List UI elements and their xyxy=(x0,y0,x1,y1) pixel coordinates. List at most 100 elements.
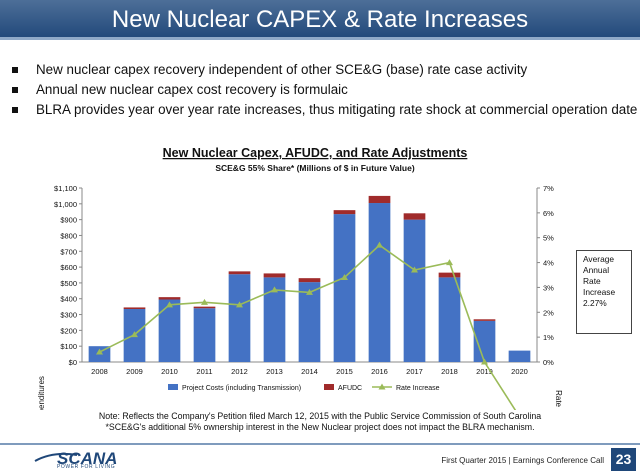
x-tick-label: 2012 xyxy=(231,367,248,376)
point-rate-increase xyxy=(131,331,138,338)
point-rate-increase xyxy=(236,301,243,308)
bar-project-costs xyxy=(158,299,181,362)
footer-text: First Quarter 2015 | Earnings Conference… xyxy=(441,456,604,465)
point-rate-increase xyxy=(306,288,313,295)
x-tick-label: 2018 xyxy=(441,367,458,376)
x-tick-label: 2019 xyxy=(476,367,493,376)
bar-afudc xyxy=(228,271,251,275)
bullet-item: BLRA provides year over year rate increa… xyxy=(10,100,638,120)
y2-tick-label: 4% xyxy=(543,259,554,268)
x-tick-label: 2014 xyxy=(301,367,318,376)
bullet-text: Annual new nuclear capex cost recovery i… xyxy=(36,82,348,97)
legend-label-rate-increase: Rate Increase xyxy=(396,385,440,392)
logo-tagline: POWER FOR LIVING xyxy=(57,464,116,470)
bar-project-costs xyxy=(193,308,216,362)
bullet-square-icon xyxy=(12,107,18,113)
x-tick-label: 2016 xyxy=(371,367,388,376)
bar-afudc xyxy=(123,307,146,310)
average-box-line: Annual xyxy=(583,265,610,275)
y-tick-label: $200 xyxy=(60,326,77,335)
plot-area: $0 $100 $200 $300 $400 $500 $600 $700 $800 $900 $1… xyxy=(54,184,554,410)
bar-project-costs xyxy=(438,277,461,362)
y-tick-label: $400 xyxy=(60,295,77,304)
y2-tick-label: 7% xyxy=(543,184,554,193)
x-tick-label: 2013 xyxy=(266,367,283,376)
bar-project-costs xyxy=(508,350,531,362)
y2-axis-label: Rate Increase xyxy=(554,390,563,410)
y-tick-label: $700 xyxy=(60,247,77,256)
bar-project-costs xyxy=(473,320,496,362)
bullet-text: New nuclear capex recovery independent o… xyxy=(36,62,528,77)
y2-tick-label: 0% xyxy=(543,358,554,367)
scana-logo: SCANA xyxy=(34,449,117,467)
legend-label-project-costs: Project Costs (including Transmission) xyxy=(182,385,301,392)
y-tick-label: $800 xyxy=(60,231,77,240)
bullet-text: BLRA provides year over year rate increa… xyxy=(36,102,638,117)
average-rate-box: Average Annual Rate Increase 2.27% xyxy=(576,250,632,334)
bar-project-costs xyxy=(368,203,391,362)
bar-project-costs xyxy=(333,214,356,362)
bar-project-costs xyxy=(403,219,426,362)
average-box-line: Average xyxy=(583,254,615,264)
page-number: 23 xyxy=(611,448,636,471)
bar-project-costs xyxy=(298,282,321,362)
point-rate-increase xyxy=(481,358,488,365)
bullet-item: Annual new nuclear capex cost recovery i… xyxy=(10,80,635,100)
chart-subtitle: SCE&G 55% Share* (Millions of $ in Futur… xyxy=(215,163,414,173)
x-tick-label: 2008 xyxy=(91,367,108,376)
y-tick-label: $900 xyxy=(60,216,77,225)
point-rate-increase xyxy=(271,286,278,293)
logo-wordmark: SCANA xyxy=(57,449,117,467)
bullet-list: New nuclear capex recovery independent o… xyxy=(10,60,638,120)
footnote-line: *SCE&G's additional 5% ownership interes… xyxy=(105,422,535,432)
y2-tick-label: 1% xyxy=(543,333,554,342)
capex-chart: New Nuclear Capex, AFUDC, and Rate Adjus… xyxy=(37,146,563,410)
point-rate-increase xyxy=(201,298,208,305)
y-tick-label: $500 xyxy=(60,279,77,288)
legend-swatch-afudc xyxy=(324,384,334,390)
x-tick-label: 2009 xyxy=(126,367,143,376)
y-tick-label: $1,100 xyxy=(54,184,77,193)
chart-title: New Nuclear Capex, AFUDC, and Rate Adjus… xyxy=(163,146,468,160)
title-underline xyxy=(0,37,640,40)
x-tick-label: 2017 xyxy=(406,367,423,376)
y2-tick-label: 2% xyxy=(543,308,554,317)
bar-afudc xyxy=(193,306,216,309)
bar-afudc xyxy=(298,278,321,283)
footnote: Note: Reflects the Company's Petition fi… xyxy=(0,411,640,433)
y-tick-label: $0 xyxy=(69,358,77,367)
slide-title: New Nuclear CAPEX & Rate Increases xyxy=(111,6,529,33)
y-tick-label: $1,000 xyxy=(54,200,77,209)
bar-afudc xyxy=(473,319,496,321)
y-tick-label: $300 xyxy=(60,311,77,320)
footnote-line: Note: Reflects the Company's Petition fi… xyxy=(98,411,542,421)
point-rate-increase xyxy=(446,259,453,266)
average-box-value: 2.27% xyxy=(583,298,607,308)
footer-divider xyxy=(0,443,640,445)
x-tick-label: 2011 xyxy=(196,367,212,376)
average-box-line: Rate xyxy=(583,276,601,286)
bar-afudc xyxy=(263,273,286,278)
bar-afudc xyxy=(438,272,461,278)
x-tick-label: 2020 xyxy=(511,367,528,376)
x-tick-label: 2015 xyxy=(336,367,353,376)
average-box-line: Increase xyxy=(583,287,616,297)
point-rate-increase xyxy=(166,301,173,308)
x-tick-label: 2010 xyxy=(161,367,178,376)
bar-afudc xyxy=(333,210,356,215)
legend-marker-rate-increase xyxy=(378,383,386,390)
bar-afudc xyxy=(158,297,181,300)
y-tick-label: $600 xyxy=(60,263,77,272)
bar-afudc xyxy=(403,213,426,220)
y-tick-label: $100 xyxy=(60,342,77,351)
bar-project-costs xyxy=(228,274,251,362)
legend-label-afudc: AFUDC xyxy=(338,385,362,392)
y-axis-label: Capital Expenditures xyxy=(37,376,46,410)
point-rate-increase xyxy=(96,348,103,355)
y2-tick-label: 6% xyxy=(543,209,554,218)
point-rate-increase xyxy=(341,273,348,280)
title-bar: New Nuclear CAPEX & Rate Increases xyxy=(0,0,640,40)
legend-swatch-project-costs xyxy=(168,384,178,390)
y2-tick-label: 5% xyxy=(543,234,554,243)
bar-afudc xyxy=(368,195,391,204)
